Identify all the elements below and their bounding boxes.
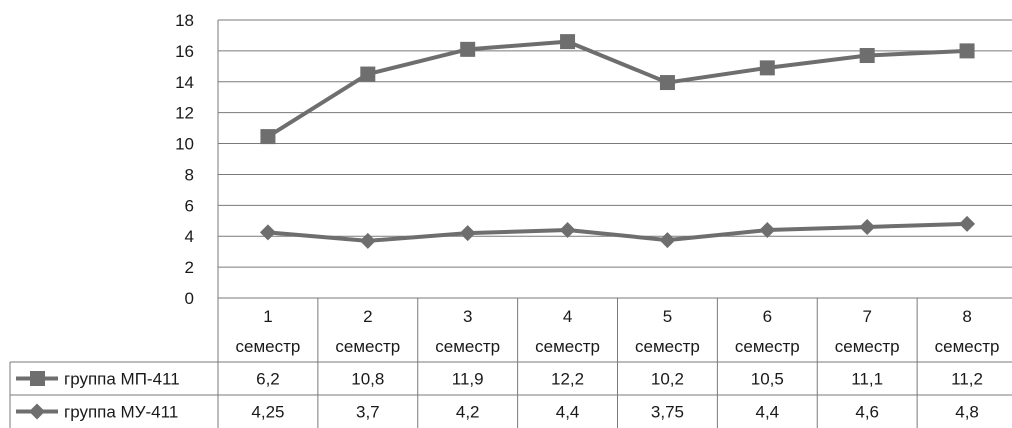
table-cell-value: 10,8 [351, 370, 384, 389]
data-point-diamond [559, 222, 576, 239]
x-category-number: 8 [962, 307, 971, 326]
table-cell-value: 3,7 [356, 403, 380, 422]
y-tick-label: 8 [185, 165, 194, 184]
x-category-label: семестр [835, 337, 900, 356]
y-tick-label: 12 [175, 104, 194, 123]
table-cell-value: 10,5 [751, 370, 784, 389]
data-point-diamond [459, 225, 476, 242]
y-tick-label: 6 [185, 196, 194, 215]
data-point-square [560, 34, 576, 50]
data-point-diamond [259, 224, 276, 241]
series-line-1 [266, 39, 968, 139]
x-category-number: 5 [663, 307, 672, 326]
y-tick-label: 0 [185, 289, 194, 308]
legend-key-square [30, 371, 45, 386]
y-tick-label: 18 [175, 11, 194, 30]
table-cell-value: 4,8 [955, 403, 979, 422]
table-cell-value: 6,2 [256, 370, 280, 389]
legend-label: группа МУ-411 [64, 403, 178, 422]
x-category-label: семестр [635, 337, 700, 356]
legend-key-diamond [29, 403, 45, 420]
table-cell-value: 10,2 [651, 370, 684, 389]
x-category-number: 4 [563, 307, 572, 326]
data-point-square [759, 60, 775, 76]
x-category-label: семестр [236, 337, 301, 356]
y-axis-tick-labels: 0 2 4 6 8 10 12 14 16 18 [175, 11, 194, 308]
y-tick-label: 16 [175, 42, 194, 61]
x-category-label: семестр [535, 337, 600, 356]
data-point-square [959, 43, 975, 59]
x-category-number: 1 [263, 307, 272, 326]
y-tick-label: 14 [175, 73, 194, 92]
table-cell-value: 4,2 [456, 403, 480, 422]
data-point-square [659, 75, 675, 91]
x-category-label: семестр [935, 337, 1000, 356]
data-point-square [460, 41, 476, 57]
table-cell-value: 4,25 [251, 403, 284, 422]
y-tick-label: 10 [175, 135, 194, 154]
table-cell-value: 4,4 [556, 403, 580, 422]
x-category-number: 3 [463, 307, 472, 326]
x-category-number: 6 [763, 307, 772, 326]
table-cell-value: 3,75 [651, 403, 684, 422]
x-category-label: семестр [335, 337, 400, 356]
series-layer [259, 34, 976, 249]
grid-lines [217, 19, 1012, 299]
data-point-square [360, 66, 376, 82]
table-cell-value: 11,1 [851, 370, 883, 389]
table-cell-value: 12,2 [551, 370, 584, 389]
x-category-number: 2 [363, 307, 372, 326]
data-point-diamond [959, 215, 976, 232]
x-category-label: семестр [435, 337, 500, 356]
x-category-label: семестр [735, 337, 800, 356]
table-cell-value: 11,9 [452, 370, 484, 389]
y-tick-label: 2 [185, 258, 194, 277]
table-cell-value: 4,6 [855, 403, 879, 422]
data-point-square [859, 48, 875, 64]
table-cell-value: 4,4 [755, 403, 779, 422]
data-point-diamond [359, 232, 376, 249]
data-point-diamond [859, 218, 876, 235]
table-cell-value: 11,2 [951, 370, 983, 389]
x-category-number: 7 [862, 307, 871, 326]
y-tick-label: 4 [185, 227, 194, 246]
data-point-diamond [659, 232, 676, 249]
data-table: 1 семестр 2 семестр 3 семестр 4 семестр 5 семестр… [9, 298, 1012, 428]
data-point-diamond [759, 222, 776, 239]
series-line-2 [267, 221, 968, 243]
data-point-square [260, 129, 276, 145]
legend-label: группа МП-411 [64, 370, 180, 389]
